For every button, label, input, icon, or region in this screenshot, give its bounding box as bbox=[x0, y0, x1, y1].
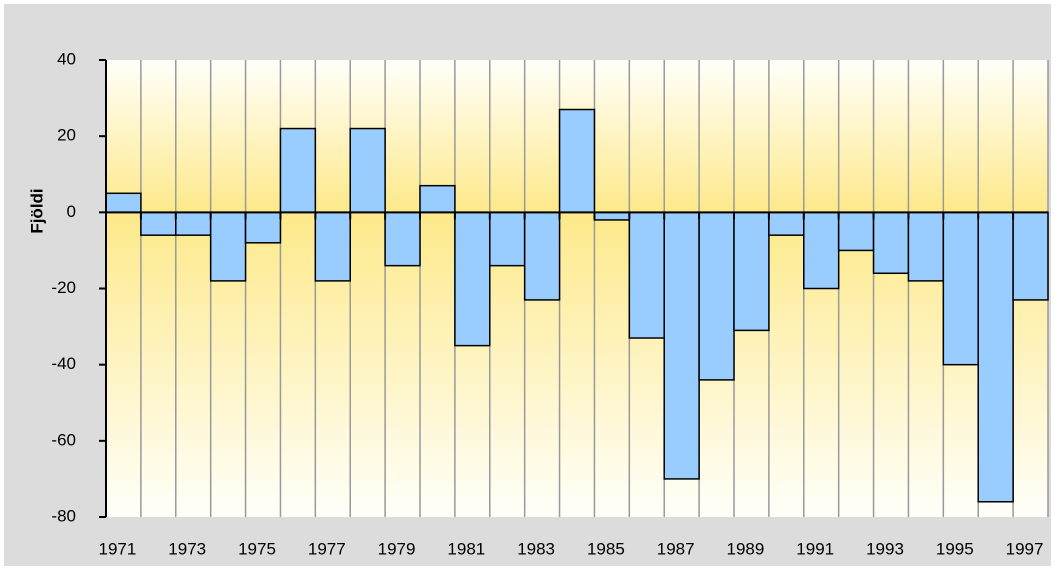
bar bbox=[419, 184, 456, 214]
y-tick-label: -20 bbox=[51, 278, 76, 297]
x-tick-label: 1973 bbox=[168, 539, 206, 558]
bar bbox=[279, 127, 317, 214]
x-tick-label: 1981 bbox=[447, 539, 485, 558]
x-tick-label: 1985 bbox=[587, 539, 625, 558]
y-tick-label: 20 bbox=[57, 126, 76, 145]
bar bbox=[384, 211, 421, 267]
bar bbox=[105, 192, 142, 214]
y-tick-label: -40 bbox=[51, 354, 76, 373]
bar bbox=[733, 211, 770, 332]
y-axis-title: Fjöldi bbox=[27, 188, 46, 233]
x-tick-label: 1991 bbox=[796, 539, 834, 558]
bar bbox=[314, 211, 351, 282]
x-tick-label: 1975 bbox=[238, 539, 276, 558]
bar bbox=[454, 211, 491, 347]
bar bbox=[523, 211, 561, 301]
bar bbox=[907, 211, 945, 282]
bar bbox=[942, 211, 979, 366]
bar bbox=[349, 127, 386, 214]
bar bbox=[628, 211, 665, 339]
bar bbox=[558, 108, 596, 214]
y-tick-label: -60 bbox=[51, 430, 76, 449]
bar bbox=[977, 211, 1014, 503]
y-tick-label: -80 bbox=[51, 506, 76, 525]
bar bbox=[140, 211, 177, 236]
bar bbox=[175, 211, 212, 236]
bar bbox=[209, 211, 247, 282]
x-tick-label: 1983 bbox=[517, 539, 555, 558]
bar bbox=[768, 211, 805, 236]
bar bbox=[872, 211, 910, 275]
x-tick-label: 1995 bbox=[936, 539, 974, 558]
x-tick-label: 1979 bbox=[378, 539, 416, 558]
x-tick-label: 1971 bbox=[99, 539, 137, 558]
x-tick-label: 1997 bbox=[1006, 539, 1044, 558]
x-tick-label: 1987 bbox=[657, 539, 695, 558]
bar bbox=[1012, 211, 1049, 301]
bar bbox=[698, 211, 735, 381]
bar bbox=[593, 211, 631, 221]
y-tick-label: 0 bbox=[67, 202, 76, 221]
bar bbox=[803, 211, 840, 290]
x-tick-label: 1977 bbox=[308, 539, 346, 558]
y-tick-label: 40 bbox=[57, 49, 76, 68]
bar bbox=[489, 211, 526, 267]
x-tick-label: 1989 bbox=[727, 539, 765, 558]
bar bbox=[244, 211, 282, 244]
x-tick-label: 1993 bbox=[866, 539, 904, 558]
bar bbox=[663, 211, 700, 480]
bar bbox=[837, 211, 875, 252]
